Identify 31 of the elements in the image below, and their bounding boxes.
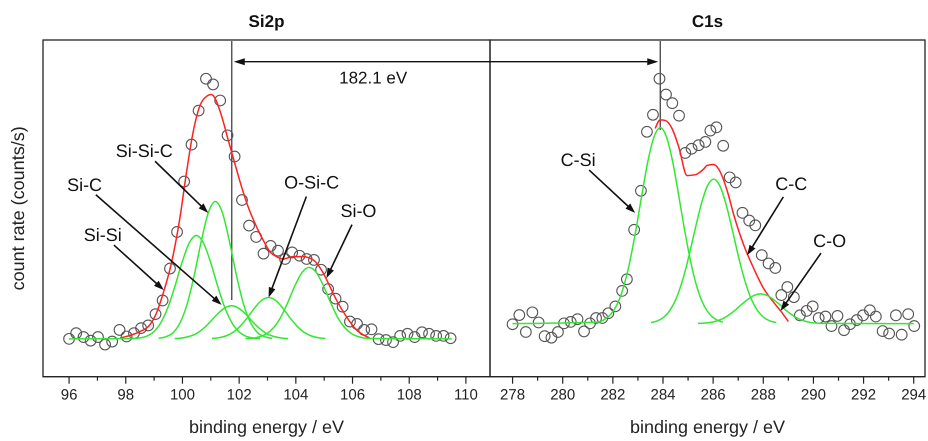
x-tick-label: 294 — [901, 386, 926, 404]
x-tick-label: 280 — [550, 386, 576, 404]
x-tick-label: 108 — [396, 386, 422, 404]
annotation: C-C — [775, 174, 808, 194]
x-tick-label: 110 — [454, 386, 478, 404]
annotation: C-Si — [560, 150, 596, 170]
x-tick-label: 104 — [283, 386, 308, 404]
y-axis-title: count rate (counts/s) — [8, 126, 28, 290]
annotation: Si-O — [340, 201, 376, 222]
annotation: C-O — [813, 230, 846, 251]
x-tick-label: 100 — [170, 386, 195, 404]
x-tick-label: 282 — [600, 386, 626, 404]
annotation: Si-Si-C — [116, 140, 173, 161]
x-tick-label: 290 — [800, 386, 826, 404]
annotation: Si-Si — [84, 224, 122, 245]
x-tick-label: 96 — [60, 386, 78, 404]
x-tick-label: 292 — [851, 386, 876, 404]
x-tick-label: 98 — [117, 386, 134, 404]
annotation: 182.1 eV — [339, 68, 408, 88]
x-tick-label: 102 — [226, 386, 252, 404]
chart-title: C1s — [692, 12, 724, 31]
chart-title: Si2p — [248, 12, 284, 31]
annotation: Si-C — [67, 174, 102, 195]
x-axis-title: binding energy / eV — [630, 417, 786, 437]
x-tick-label: 106 — [340, 386, 366, 404]
x-tick-label: 286 — [700, 386, 726, 404]
x-tick-label: 284 — [650, 386, 676, 404]
x-tick-label: 278 — [500, 386, 526, 404]
annotation: O-Si-C — [284, 172, 340, 192]
x-axis-title: binding energy / eV — [188, 417, 344, 437]
x-tick-label: 288 — [750, 386, 776, 404]
